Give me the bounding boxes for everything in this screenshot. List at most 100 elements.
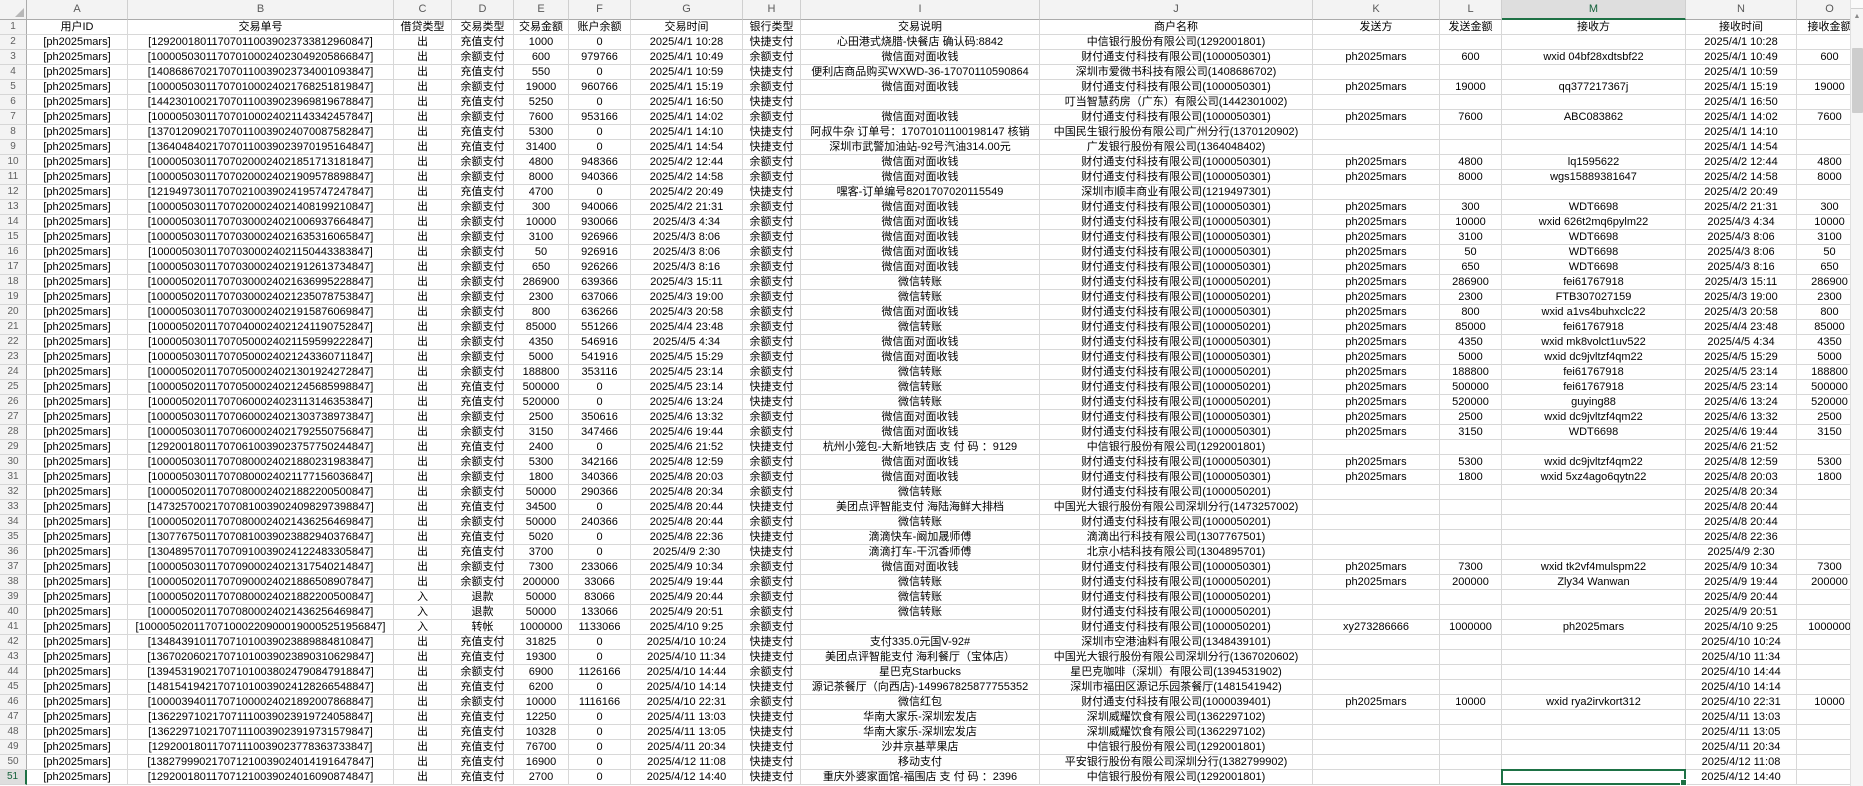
cell-N29[interactable]: 2025/4/6 21:52 <box>1686 440 1797 455</box>
cell-B34[interactable]: [100005020117070800024021436256469847] <box>128 515 394 530</box>
row-header-22[interactable]: 22 <box>0 335 27 350</box>
cell-A32[interactable]: [ph2025mars] <box>27 485 128 500</box>
cell-E50[interactable]: 16900 <box>514 755 569 770</box>
cell-C16[interactable]: 出 <box>394 245 452 260</box>
select-all-corner[interactable] <box>0 0 27 20</box>
row-header-38[interactable]: 38 <box>0 575 27 590</box>
cell-D42[interactable]: 充值支付 <box>452 635 514 650</box>
cell-H10[interactable]: 余额支付 <box>743 155 801 170</box>
cell-G8[interactable]: 2025/4/1 14:10 <box>631 125 743 140</box>
cell-M34[interactable] <box>1502 515 1686 530</box>
cell-K18[interactable]: ph2025mars <box>1313 275 1440 290</box>
cell-F26[interactable]: 0 <box>569 395 631 410</box>
cell-M20[interactable]: wxid a1vs4buhxclc22 <box>1502 305 1686 320</box>
cell-N34[interactable]: 2025/4/8 20:44 <box>1686 515 1797 530</box>
cell-G41[interactable]: 2025/4/10 9:25 <box>631 620 743 635</box>
cell-D12[interactable]: 充值支付 <box>452 185 514 200</box>
cell-K46[interactable]: ph2025mars <box>1313 695 1440 710</box>
column-header-E[interactable]: E <box>514 0 569 20</box>
cell-G27[interactable]: 2025/4/6 13:32 <box>631 410 743 425</box>
cell-I36[interactable]: 滴滴打车-干沉香师傅 <box>801 545 1040 560</box>
cell-G17[interactable]: 2025/4/3 8:16 <box>631 260 743 275</box>
row-header-29[interactable]: 29 <box>0 440 27 455</box>
cell-C40[interactable]: 入 <box>394 605 452 620</box>
cell-F24[interactable]: 353116 <box>569 365 631 380</box>
cell-F40[interactable]: 133066 <box>569 605 631 620</box>
row-header-25[interactable]: 25 <box>0 380 27 395</box>
cell-D32[interactable]: 余额支付 <box>452 485 514 500</box>
cell-O3[interactable]: 600 <box>1797 50 1863 65</box>
cell-C3[interactable]: 出 <box>394 50 452 65</box>
cell-C13[interactable]: 出 <box>394 200 452 215</box>
cell-L49[interactable] <box>1440 740 1502 755</box>
row-header-2[interactable]: 2 <box>0 35 27 50</box>
cell-L16[interactable]: 50 <box>1440 245 1502 260</box>
cell-E27[interactable]: 2500 <box>514 410 569 425</box>
cell-B11[interactable]: [100005030117070200024021909578898847] <box>128 170 394 185</box>
cell-B32[interactable]: [100005020117070800024021882200500847] <box>128 485 394 500</box>
cell-M42[interactable] <box>1502 635 1686 650</box>
cell-B30[interactable]: [100005030117070800024021880231983847] <box>128 455 394 470</box>
cell-J28[interactable]: 财付通支付科技有限公司(1000050301) <box>1040 425 1313 440</box>
cell-I38[interactable]: 微信转账 <box>801 575 1040 590</box>
cell-G36[interactable]: 2025/4/9 2:30 <box>631 545 743 560</box>
cell-K30[interactable]: ph2025mars <box>1313 455 1440 470</box>
cell-O17[interactable]: 650 <box>1797 260 1863 275</box>
cell-I23[interactable]: 微信面对面收钱 <box>801 350 1040 365</box>
cell-I34[interactable]: 微信转账 <box>801 515 1040 530</box>
cell-O7[interactable]: 7600 <box>1797 110 1863 125</box>
cell-E30[interactable]: 5300 <box>514 455 569 470</box>
cell-D14[interactable]: 余额支付 <box>452 215 514 230</box>
cell-A17[interactable]: [ph2025mars] <box>27 260 128 275</box>
cell-F6[interactable]: 0 <box>569 95 631 110</box>
cell-M39[interactable] <box>1502 590 1686 605</box>
row-header-37[interactable]: 37 <box>0 560 27 575</box>
cell-J11[interactable]: 财付通支付科技有限公司(1000050301) <box>1040 170 1313 185</box>
field-header-J[interactable]: 商户名称 <box>1040 20 1313 35</box>
cell-F32[interactable]: 290366 <box>569 485 631 500</box>
cell-L32[interactable] <box>1440 485 1502 500</box>
cell-B3[interactable]: [100005030117070100024023049205866847] <box>128 50 394 65</box>
cell-J31[interactable]: 财付通支付科技有限公司(1000050301) <box>1040 470 1313 485</box>
cell-N25[interactable]: 2025/4/5 23:14 <box>1686 380 1797 395</box>
cell-C30[interactable]: 出 <box>394 455 452 470</box>
cell-C25[interactable]: 出 <box>394 380 452 395</box>
cell-E26[interactable]: 520000 <box>514 395 569 410</box>
cell-M14[interactable]: wxid 626t2mq6pylm22 <box>1502 215 1686 230</box>
cell-G32[interactable]: 2025/4/8 20:34 <box>631 485 743 500</box>
cell-A23[interactable]: [ph2025mars] <box>27 350 128 365</box>
cell-I31[interactable]: 微信面对面收钱 <box>801 470 1040 485</box>
cell-A25[interactable]: [ph2025mars] <box>27 380 128 395</box>
cell-F8[interactable]: 0 <box>569 125 631 140</box>
cell-K47[interactable] <box>1313 710 1440 725</box>
cell-M12[interactable] <box>1502 185 1686 200</box>
cell-M47[interactable] <box>1502 710 1686 725</box>
cell-L17[interactable]: 650 <box>1440 260 1502 275</box>
cell-M9[interactable] <box>1502 140 1686 155</box>
cell-H2[interactable]: 快捷支付 <box>743 35 801 50</box>
row-header-36[interactable]: 36 <box>0 545 27 560</box>
cell-L25[interactable]: 500000 <box>1440 380 1502 395</box>
cell-K34[interactable] <box>1313 515 1440 530</box>
cell-I46[interactable]: 微信红包 <box>801 695 1040 710</box>
cell-G21[interactable]: 2025/4/4 23:48 <box>631 320 743 335</box>
field-header-D[interactable]: 交易类型 <box>452 20 514 35</box>
cell-O31[interactable]: 1800 <box>1797 470 1863 485</box>
cell-I26[interactable]: 微信转账 <box>801 395 1040 410</box>
cell-N31[interactable]: 2025/4/8 20:03 <box>1686 470 1797 485</box>
cell-D51[interactable]: 充值支付 <box>452 770 514 785</box>
cell-K21[interactable]: ph2025mars <box>1313 320 1440 335</box>
cell-I30[interactable]: 微信面对面收钱 <box>801 455 1040 470</box>
cell-K43[interactable] <box>1313 650 1440 665</box>
cell-L10[interactable]: 4800 <box>1440 155 1502 170</box>
cell-C28[interactable]: 出 <box>394 425 452 440</box>
cell-N40[interactable]: 2025/4/9 20:51 <box>1686 605 1797 620</box>
cell-F2[interactable]: 0 <box>569 35 631 50</box>
cell-N14[interactable]: 2025/4/3 4:34 <box>1686 215 1797 230</box>
cell-C37[interactable]: 出 <box>394 560 452 575</box>
cell-B46[interactable]: [100003940117071000024021892007868847] <box>128 695 394 710</box>
cell-M50[interactable] <box>1502 755 1686 770</box>
cell-B26[interactable]: [100005020117070600024023113146353847] <box>128 395 394 410</box>
cell-K37[interactable]: ph2025mars <box>1313 560 1440 575</box>
cell-C39[interactable]: 入 <box>394 590 452 605</box>
